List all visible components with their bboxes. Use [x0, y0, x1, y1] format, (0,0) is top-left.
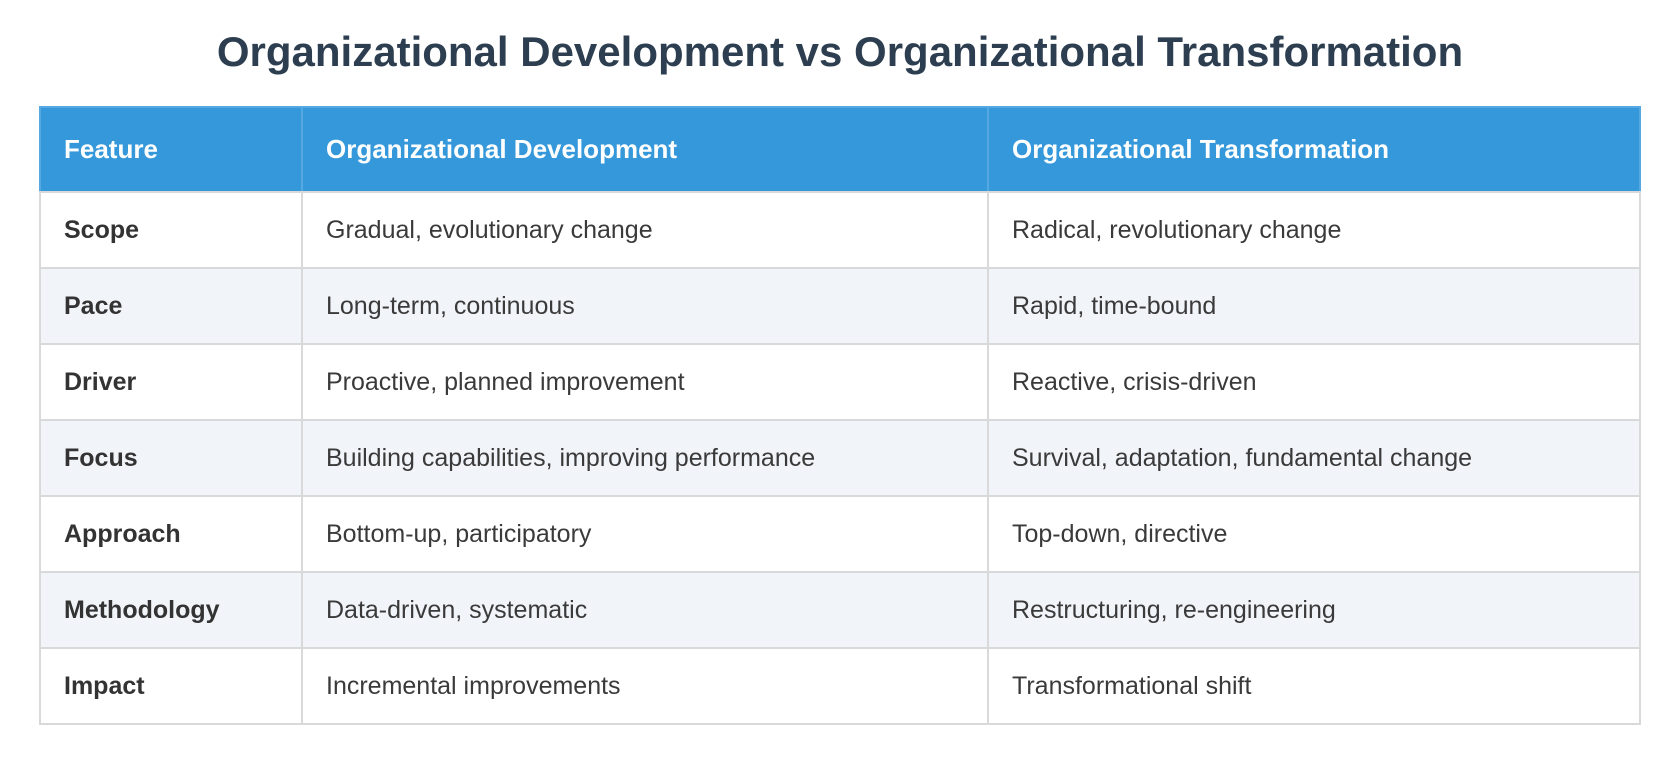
feature-cell: Focus: [39, 419, 303, 497]
table-row-impact: Impact Incremental improvements Transfor…: [39, 647, 1641, 725]
header-cell-transformation: Organizational Transformation: [987, 106, 1641, 193]
development-cell: Long-term, continuous: [301, 267, 989, 345]
comparison-table: Feature Organizational Development Organ…: [39, 106, 1641, 725]
table-row-driver: Driver Proactive, planned improvement Re…: [39, 343, 1641, 421]
header-cell-development: Organizational Development: [301, 106, 989, 193]
development-cell: Incremental improvements: [301, 647, 989, 725]
table-row-approach: Approach Bottom-up, participatory Top-do…: [39, 495, 1641, 573]
table-row-focus: Focus Building capabilities, improving p…: [39, 419, 1641, 497]
transformation-cell: Top-down, directive: [987, 495, 1641, 573]
development-cell: Bottom-up, participatory: [301, 495, 989, 573]
development-cell: Building capabilities, improving perform…: [301, 419, 989, 497]
transformation-cell: Radical, revolutionary change: [987, 191, 1641, 269]
feature-cell: Driver: [39, 343, 303, 421]
table-header-row: Feature Organizational Development Organ…: [39, 106, 1641, 193]
transformation-cell: Survival, adaptation, fundamental change: [987, 419, 1641, 497]
feature-cell: Methodology: [39, 571, 303, 649]
feature-cell: Approach: [39, 495, 303, 573]
development-cell: Data-driven, systematic: [301, 571, 989, 649]
page-title: Organizational Development vs Organizati…: [216, 28, 1464, 75]
table-row-scope: Scope Gradual, evolutionary change Radic…: [39, 191, 1641, 269]
table-row-methodology: Methodology Data-driven, systematic Rest…: [39, 571, 1641, 649]
transformation-cell: Transformational shift: [987, 647, 1641, 725]
transformation-cell: Restructuring, re-engineering: [987, 571, 1641, 649]
feature-cell: Scope: [39, 191, 303, 269]
development-cell: Proactive, planned improvement: [301, 343, 989, 421]
table-row-pace: Pace Long-term, continuous Rapid, time-b…: [39, 267, 1641, 345]
transformation-cell: Rapid, time-bound: [987, 267, 1641, 345]
feature-cell: Pace: [39, 267, 303, 345]
transformation-cell: Reactive, crisis-driven: [987, 343, 1641, 421]
development-cell: Gradual, evolutionary change: [301, 191, 989, 269]
header-cell-feature: Feature: [39, 106, 303, 193]
feature-cell: Impact: [39, 647, 303, 725]
